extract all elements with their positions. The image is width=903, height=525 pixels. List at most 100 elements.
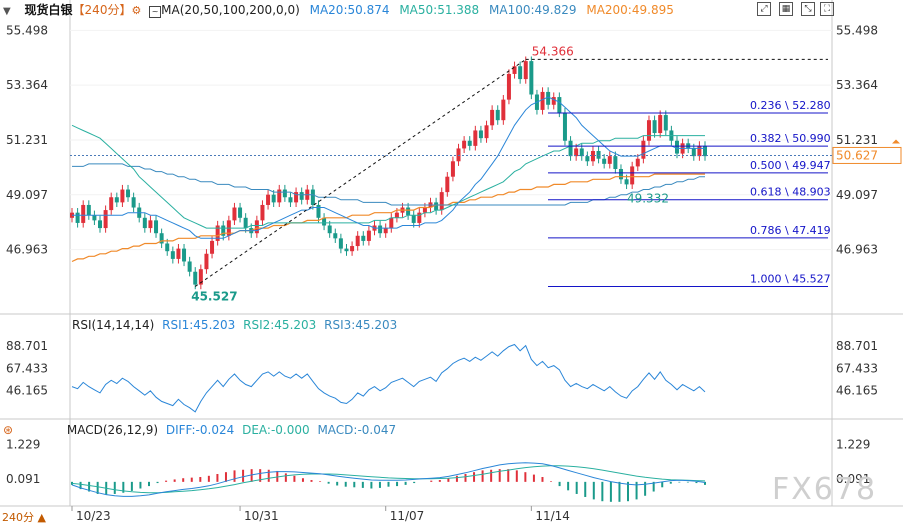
chevron-down-icon[interactable]: ▼	[3, 6, 11, 17]
x-tick-label: 11/07	[390, 509, 425, 523]
candle-body	[350, 246, 355, 252]
price-tick-left: 55.498	[6, 23, 48, 37]
candle-body	[92, 215, 97, 221]
candle-body	[691, 148, 696, 157]
fib-level-label: 0.382 \ 50.990	[750, 132, 831, 145]
macd-tick-left: 0.091	[6, 472, 40, 486]
candle-body	[103, 210, 108, 229]
candle-body	[383, 228, 388, 234]
ma20-value: MA20:50.874	[309, 3, 390, 17]
price-tick-left: 46.963	[6, 243, 48, 257]
candle-body	[232, 207, 237, 221]
candle-body	[193, 271, 198, 285]
candle-body	[406, 207, 411, 216]
candle-body	[579, 148, 584, 157]
candle-body	[450, 161, 455, 177]
candle-body	[518, 66, 523, 80]
candle-body	[422, 207, 427, 213]
candle-body	[434, 202, 439, 211]
ma50-line	[71, 124, 705, 229]
candle-body	[389, 217, 394, 229]
candle-body	[495, 109, 500, 121]
swing-low-label: 49.332	[627, 192, 669, 206]
candle-body	[75, 212, 80, 223]
macd-tick-left: 1.229	[6, 438, 40, 452]
rsi-tick-left: 46.165	[6, 384, 48, 398]
candle-body	[221, 225, 226, 236]
candle-body	[243, 217, 248, 229]
candle-body	[529, 61, 534, 95]
candle-body	[445, 176, 450, 193]
indicator-icon[interactable]: ~	[149, 6, 162, 18]
candle-body	[81, 204, 86, 223]
price-tick-right: 49.097	[836, 188, 878, 202]
candle-body	[394, 212, 399, 218]
dea-line	[71, 465, 706, 494]
candle-body	[624, 179, 629, 185]
settings-icon[interactable]: ⚙	[131, 4, 142, 17]
candle-body	[316, 204, 321, 218]
grid-icon[interactable]: ▦	[779, 2, 793, 16]
candle-body	[462, 140, 467, 149]
candle-body	[109, 197, 114, 211]
watermark: FX678	[772, 472, 878, 507]
candle-body	[310, 189, 315, 205]
candle-body	[663, 115, 668, 131]
ma200-line	[71, 173, 705, 263]
x-tick-label: 11/14	[535, 509, 570, 523]
collapse-icon[interactable]: ⤡	[801, 2, 815, 16]
candle-body	[277, 189, 282, 203]
candle-body	[703, 145, 707, 157]
candle-body	[562, 112, 567, 141]
candle-body	[467, 140, 472, 146]
candle-body	[327, 225, 332, 234]
candle-body	[238, 207, 243, 218]
candle-body	[501, 99, 506, 121]
rsi-tick-right: 46.165	[836, 384, 878, 398]
candle-body	[512, 66, 517, 74]
candle-body	[456, 148, 461, 162]
price-tick-right: 55.498	[836, 23, 878, 37]
macd-label: MACD(26,12,9)	[66, 423, 159, 437]
candle-body	[148, 220, 153, 229]
candle-body	[361, 235, 366, 241]
candle-body	[114, 197, 119, 203]
candle-body	[338, 238, 343, 249]
candle-body	[165, 243, 170, 252]
candle-body	[411, 215, 416, 223]
candle-body	[266, 194, 271, 205]
fib-trend-line	[194, 58, 527, 287]
price-tick-left: 53.364	[6, 78, 48, 92]
candle-body	[355, 235, 360, 247]
x-tick-label: 10/31	[244, 509, 279, 523]
candle-body	[630, 166, 635, 185]
candle-body	[131, 197, 136, 208]
candle-body	[646, 120, 651, 141]
candle-body	[551, 97, 556, 105]
period-selector[interactable]: 240分 ▲	[2, 511, 46, 524]
candle-body	[366, 230, 371, 241]
target-icon[interactable]: ⊛	[3, 423, 14, 437]
candle-body	[254, 220, 259, 234]
period-label[interactable]: 【240分】	[72, 3, 132, 17]
candle-body	[294, 192, 299, 203]
rsi-header: RSI(14,14,14) RSI1:45.203 RSI2:45.203 RS…	[72, 318, 397, 332]
candle-body	[142, 217, 147, 229]
candle-body	[154, 220, 159, 234]
candle-body	[635, 158, 640, 167]
candle-body	[506, 73, 511, 100]
expand-icon[interactable]: ⤢	[757, 2, 771, 16]
fib-level-label: 0.500 \ 49.947	[750, 159, 831, 172]
price-tick-right: 51.231	[836, 133, 878, 147]
rsi-tick-right: 67.433	[836, 361, 878, 375]
fib-level-label: 0.236 \ 52.280	[750, 99, 831, 112]
high-label: 54.366	[532, 44, 574, 58]
fullscreen-icon[interactable]: ⛶	[820, 2, 834, 16]
ma100-line	[72, 163, 705, 206]
rsi-tick-left: 67.433	[6, 361, 48, 375]
candle-body	[170, 251, 175, 259]
rsi-tick-right: 88.701	[836, 339, 878, 353]
price-tick-right: 46.963	[836, 243, 878, 257]
candle-body	[607, 156, 612, 164]
